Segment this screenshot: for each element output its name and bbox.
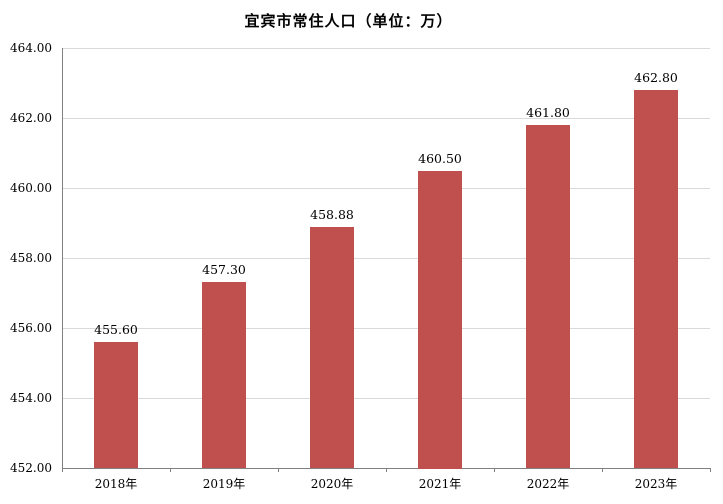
x-tick-label: 2019年 bbox=[202, 477, 246, 491]
x-tick-mark bbox=[170, 468, 171, 472]
y-tick-label: 454.00 bbox=[10, 391, 52, 405]
bar bbox=[526, 125, 570, 468]
x-tick-label: 2018年 bbox=[94, 477, 138, 491]
x-tick-mark bbox=[710, 468, 711, 472]
x-tick-mark bbox=[278, 468, 279, 472]
gridline bbox=[62, 48, 710, 49]
bar bbox=[634, 90, 678, 468]
y-tick-label: 452.00 bbox=[10, 461, 52, 475]
chart-title: 宜宾市常住人口（单位：万） bbox=[244, 12, 453, 30]
bar-value-label: 461.80 bbox=[526, 105, 570, 120]
gridline bbox=[62, 398, 710, 399]
bar-value-label: 462.80 bbox=[634, 70, 678, 85]
bar bbox=[94, 342, 138, 468]
y-tick-label: 462.00 bbox=[10, 111, 52, 125]
gridline bbox=[62, 328, 710, 329]
x-tick-label: 2022年 bbox=[526, 477, 570, 491]
gridline bbox=[62, 258, 710, 259]
x-tick-label: 2023年 bbox=[634, 477, 678, 491]
y-axis-line bbox=[62, 48, 63, 468]
bar-value-label: 457.30 bbox=[202, 262, 246, 277]
bar-value-label: 460.50 bbox=[418, 151, 462, 166]
x-tick-label: 2021年 bbox=[418, 477, 462, 491]
x-tick-label: 2020年 bbox=[310, 477, 354, 491]
y-tick-label: 464.00 bbox=[10, 41, 52, 55]
x-tick-mark bbox=[602, 468, 603, 472]
bar-value-label: 458.88 bbox=[310, 207, 354, 222]
gridline bbox=[62, 118, 710, 119]
gridline bbox=[62, 188, 710, 189]
bar bbox=[418, 171, 462, 469]
bar bbox=[310, 227, 354, 468]
y-tick-label: 456.00 bbox=[10, 321, 52, 335]
x-tick-mark bbox=[62, 468, 63, 472]
x-tick-mark bbox=[386, 468, 387, 472]
y-tick-label: 458.00 bbox=[10, 251, 52, 265]
x-tick-mark bbox=[494, 468, 495, 472]
bar-value-label: 455.60 bbox=[94, 322, 138, 337]
bar bbox=[202, 282, 246, 468]
y-tick-label: 460.00 bbox=[10, 181, 52, 195]
